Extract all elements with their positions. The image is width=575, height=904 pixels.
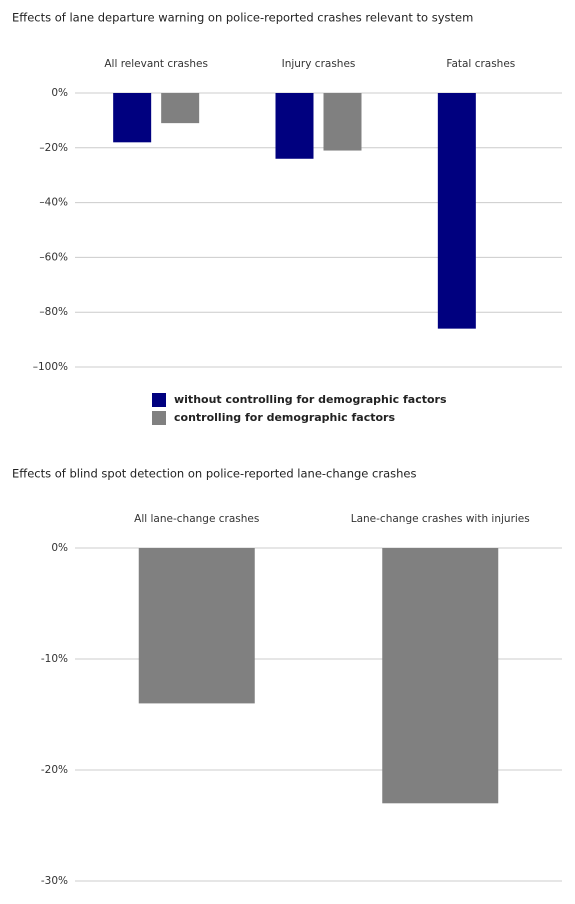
- y-tick-label: 0%: [51, 542, 68, 554]
- chart-title: Effects of lane departure warning on pol…: [12, 11, 473, 25]
- chart-title: Effects of blind spot detection on polic…: [12, 467, 416, 481]
- legend-swatch: [152, 393, 166, 407]
- y-tick-label: –80%: [39, 306, 68, 318]
- bar: [323, 93, 362, 151]
- category-label: Injury crashes: [282, 58, 356, 70]
- y-tick-label: –60%: [39, 251, 68, 263]
- bar: [138, 548, 255, 704]
- bar: [382, 548, 499, 804]
- y-tick-label: -30%: [41, 875, 68, 887]
- legend-swatch: [152, 411, 166, 425]
- bar: [275, 93, 314, 159]
- category-label: All relevant crashes: [104, 58, 208, 70]
- bar: [113, 93, 152, 143]
- category-label: All lane-change crashes: [134, 513, 259, 525]
- y-tick-label: –100%: [33, 361, 68, 373]
- y-tick-label: -20%: [41, 764, 68, 776]
- y-tick-label: –20%: [39, 142, 68, 154]
- bar: [437, 93, 476, 329]
- y-tick-label: –40%: [39, 197, 68, 209]
- bar: [161, 93, 200, 124]
- legend-label: without controlling for demographic fact…: [174, 393, 447, 406]
- category-label: Fatal crashes: [446, 58, 515, 70]
- y-tick-label: 0%: [51, 87, 68, 99]
- legend-label: controlling for demographic factors: [174, 411, 395, 424]
- category-label: Lane-change crashes with injuries: [351, 513, 530, 525]
- y-tick-label: -10%: [41, 653, 68, 665]
